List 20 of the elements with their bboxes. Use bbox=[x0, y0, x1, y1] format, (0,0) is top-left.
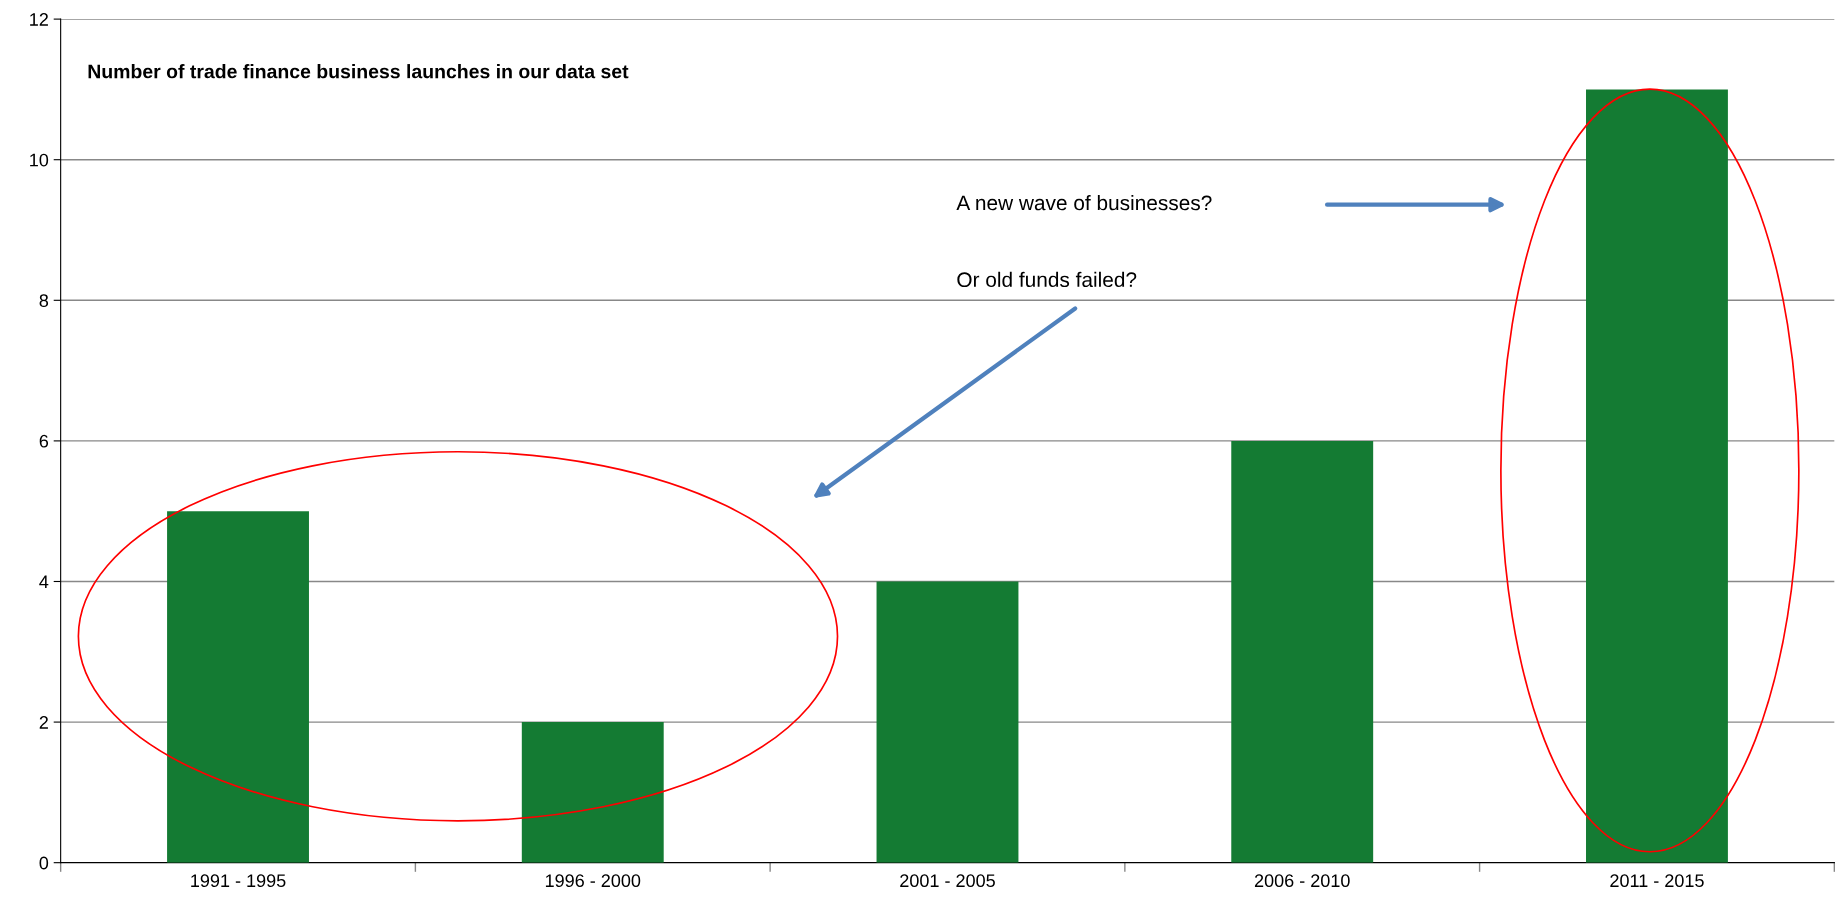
y-tick-label: 12 bbox=[30, 13, 48, 26]
annotation: A new wave of businesses? bbox=[956, 194, 1212, 211]
bar bbox=[1586, 89, 1728, 863]
y-tick-label: 6 bbox=[39, 434, 49, 448]
text: Number of trade finance business launches in our data set bbox=[88, 64, 629, 79]
bar bbox=[167, 511, 309, 863]
bar bbox=[1231, 440, 1374, 863]
y-tick-label: 0 bbox=[39, 856, 49, 870]
x-tick-label: 2006 - 2010 bbox=[1254, 874, 1350, 888]
annotation: Or old funds failed? bbox=[957, 271, 1137, 288]
y-tick-label: 4 bbox=[39, 575, 49, 589]
x-tick-label: 1991 - 1995 bbox=[191, 874, 286, 888]
bar bbox=[876, 581, 1019, 863]
y-tick-label: 2 bbox=[39, 716, 48, 729]
bar bbox=[521, 722, 664, 863]
x-tick-label: 2001 - 2005 bbox=[900, 874, 995, 888]
x-tick-label: 2011 - 2015 bbox=[1610, 874, 1704, 888]
y-tick-label: 8 bbox=[39, 294, 49, 308]
x-tick-label: 1996 - 2000 bbox=[545, 874, 641, 888]
y-tick-label: 10 bbox=[30, 153, 49, 167]
